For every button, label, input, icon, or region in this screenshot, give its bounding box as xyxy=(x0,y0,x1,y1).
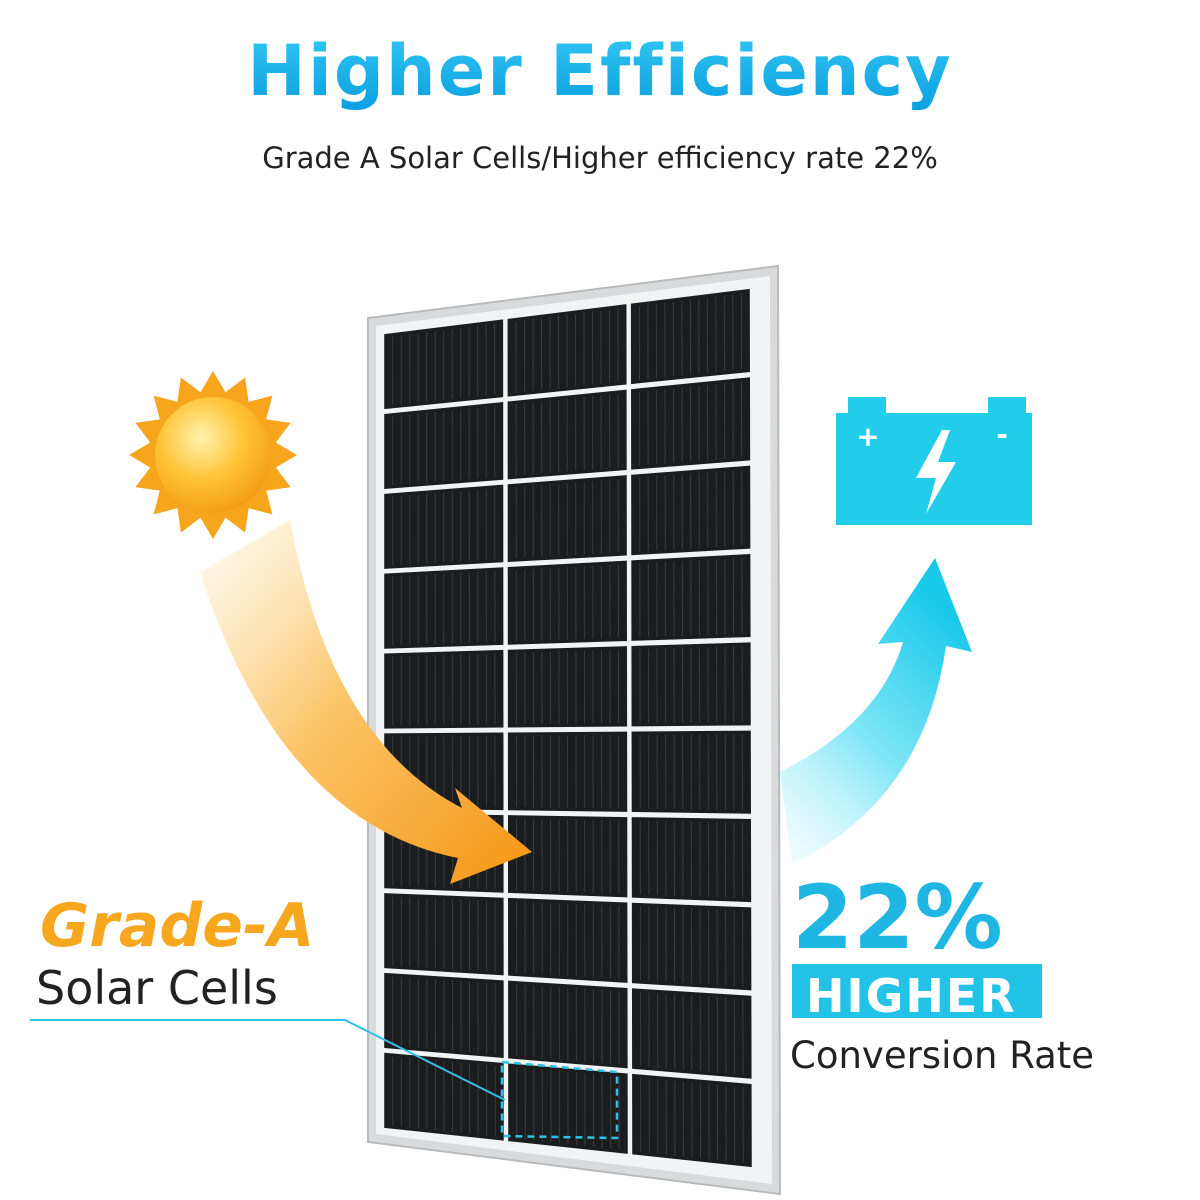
badge-text: HIGHER xyxy=(806,969,1017,1023)
subtitle: Grade A Solar Cells/Higher efficiency ra… xyxy=(262,141,938,175)
cell-highlight xyxy=(500,1060,619,1140)
sun xyxy=(129,371,297,539)
title: Higher Efficiency xyxy=(247,30,953,112)
efficiency-figure: 22% xyxy=(792,866,1003,969)
energy-arrow xyxy=(780,558,972,864)
conversion-label: Conversion Rate xyxy=(790,1034,1094,1077)
battery-terminal xyxy=(848,397,886,417)
lightning-bolt xyxy=(916,430,956,514)
badge-background xyxy=(792,964,1042,1018)
battery-terminal xyxy=(988,397,1026,417)
solar-cells-label: Solar Cells xyxy=(36,961,278,1015)
grade-a-highlight: Grade-A xyxy=(40,891,314,961)
callout-line xyxy=(30,1019,506,1101)
battery-icon: + - xyxy=(836,397,1032,525)
battery-minus: - xyxy=(996,418,1008,451)
sun-arrow xyxy=(200,520,532,884)
battery-plus: + xyxy=(856,420,879,453)
sun-disc xyxy=(155,397,271,513)
solar-panel xyxy=(367,264,782,1196)
